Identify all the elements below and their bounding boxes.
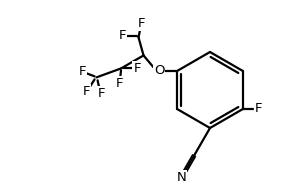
Text: F: F bbox=[79, 65, 86, 78]
Text: F: F bbox=[255, 103, 263, 115]
Text: F: F bbox=[119, 29, 126, 42]
Text: F: F bbox=[133, 62, 141, 75]
Text: N: N bbox=[177, 171, 186, 184]
Text: F: F bbox=[138, 17, 145, 30]
Text: O: O bbox=[154, 65, 164, 77]
Text: F: F bbox=[83, 85, 90, 98]
Text: F: F bbox=[115, 77, 123, 90]
Text: F: F bbox=[98, 87, 105, 100]
